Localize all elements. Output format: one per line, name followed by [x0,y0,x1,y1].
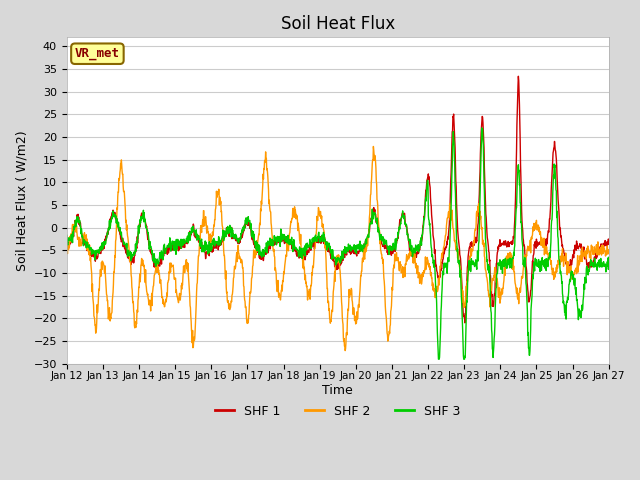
Y-axis label: Soil Heat Flux ( W/m2): Soil Heat Flux ( W/m2) [15,130,28,271]
SHF 1 [293,251,301,257]
SHF 1 [605,241,612,247]
SHF 1 [371,212,379,218]
SHF 3 [105,226,113,232]
SHF 2 [372,165,380,171]
SHF 3 [314,235,321,241]
SHF 2 [341,348,349,353]
SHF 3 [478,125,486,131]
SHF 1 [515,73,522,79]
Text: VR_met: VR_met [75,47,120,60]
SHF 1 [461,320,468,326]
SHF 3 [605,254,612,260]
SHF 3 [127,258,134,264]
SHF 2 [105,312,113,318]
SHF 3 [63,232,70,238]
SHF 2 [304,288,312,294]
SHF 3 [435,356,442,362]
SHF 1 [314,237,321,243]
SHF 1 [127,257,134,263]
SHF 1 [63,237,70,242]
SHF 2 [314,217,321,223]
SHF 2 [63,246,70,252]
SHF 2 [369,144,377,149]
Line: SHF 1: SHF 1 [67,76,609,323]
X-axis label: Time: Time [323,384,353,397]
SHF 2 [127,263,134,268]
Title: Soil Heat Flux: Soil Heat Flux [280,15,395,33]
SHF 2 [293,214,301,220]
Line: SHF 2: SHF 2 [67,146,609,350]
SHF 3 [293,246,301,252]
SHF 2 [605,247,612,252]
SHF 1 [105,225,113,231]
Line: SHF 3: SHF 3 [67,128,609,359]
SHF 3 [304,242,312,248]
SHF 3 [371,211,379,216]
Legend: SHF 1, SHF 2, SHF 3: SHF 1, SHF 2, SHF 3 [210,400,465,423]
SHF 1 [304,247,312,253]
